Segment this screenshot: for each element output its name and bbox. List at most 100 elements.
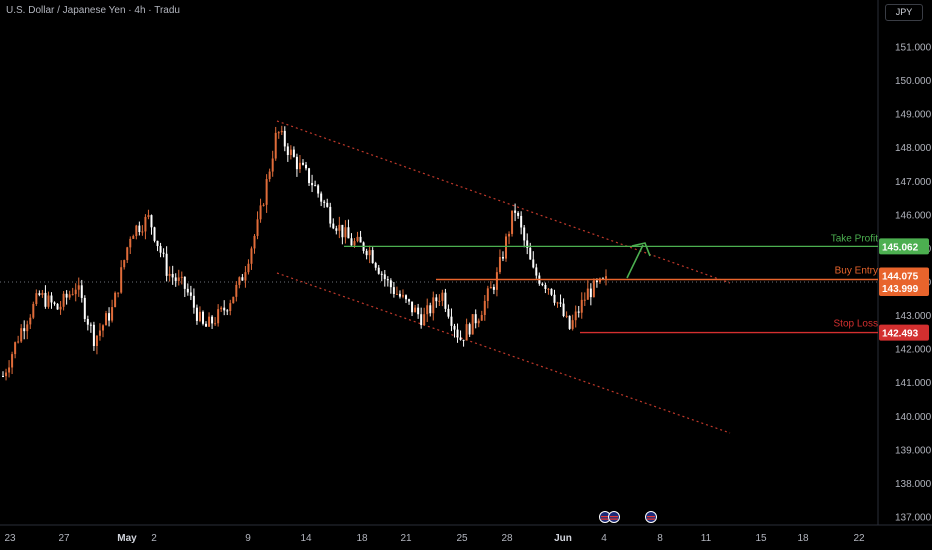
candle-body [380, 273, 383, 275]
candle-body [256, 219, 259, 236]
candle-body [120, 267, 123, 293]
candle-body [498, 256, 501, 273]
stop-loss-price-tag-text: 142.493 [882, 329, 919, 340]
candle-body [456, 329, 459, 338]
candle-body [159, 246, 162, 253]
candle-body [314, 185, 317, 187]
channel-lower-line[interactable] [276, 272, 731, 434]
y-tick-label: 146.000 [895, 210, 932, 221]
take-profit-price-tag [879, 238, 929, 255]
candle-body [153, 227, 156, 241]
candle-body [32, 304, 35, 318]
candle-body [326, 202, 329, 207]
candle-body [392, 287, 395, 294]
x-tick-label: 14 [300, 533, 312, 544]
candle-body [11, 354, 14, 368]
candle-body [414, 307, 417, 313]
candle-body [23, 328, 26, 332]
candle-body [335, 228, 338, 231]
candle-body [462, 339, 465, 341]
candle-body [162, 252, 165, 254]
candle-body [223, 307, 226, 311]
candle-body [38, 293, 41, 295]
candle-body [508, 233, 511, 237]
x-tick-label: 21 [400, 533, 412, 544]
x-tick-label: 8 [657, 533, 663, 544]
candle-body [423, 314, 426, 326]
us-event-flag-icon-stripe [601, 518, 609, 520]
candle-body [292, 149, 295, 157]
candle-body [283, 130, 286, 147]
candle-body [217, 309, 220, 324]
candle-body [244, 272, 247, 281]
candle-body [117, 292, 120, 294]
channel-upper-line[interactable] [276, 120, 731, 284]
candle-body [171, 273, 174, 278]
candle-body [229, 303, 232, 311]
candle-body [165, 253, 168, 276]
x-tick-label: 22 [853, 533, 865, 544]
candle-body [471, 314, 474, 335]
candle-body [226, 310, 229, 312]
candle-body [208, 316, 211, 327]
candle-body [571, 320, 574, 329]
us-event-flag-icon-stripe [647, 516, 655, 518]
candle-body [95, 335, 98, 346]
candle-body [453, 325, 456, 330]
currency-selector[interactable]: JPY [885, 4, 923, 21]
candle-body [201, 311, 204, 324]
candle-body [8, 367, 11, 373]
candle-body [592, 280, 595, 298]
candle-body [211, 316, 214, 324]
candle-body [553, 294, 556, 303]
x-tick-label: 28 [501, 533, 513, 544]
candle-body [389, 280, 392, 288]
candle-body [447, 308, 450, 317]
candle-body [180, 276, 183, 278]
candle-body [356, 236, 359, 242]
candle-body [459, 337, 462, 340]
candle-body [86, 318, 89, 325]
x-tick-label: 15 [755, 533, 767, 544]
candle-body [341, 224, 344, 238]
x-tick-label: 27 [58, 533, 70, 544]
x-tick-label: 4 [601, 533, 607, 544]
candle-body [62, 293, 65, 307]
candle-body [492, 286, 495, 290]
candle-body [68, 294, 71, 298]
candle-body [347, 227, 350, 239]
candle-body [435, 297, 438, 302]
y-tick-label: 140.000 [895, 412, 932, 423]
candle-body [114, 292, 117, 308]
candle-body [195, 307, 198, 321]
candle-body [486, 288, 489, 301]
candle-body [338, 224, 341, 231]
candle-body [368, 250, 371, 256]
candle-body [250, 248, 253, 264]
candle-body [377, 267, 380, 274]
x-tick-label: May [117, 533, 137, 544]
x-tick-label: 18 [797, 533, 809, 544]
candle-body [298, 162, 301, 170]
target-arrow-head-icon [631, 242, 651, 257]
candle-body [192, 295, 195, 308]
candle-body [450, 316, 453, 326]
buy-entry-label: Buy Entry [835, 265, 878, 276]
candle-body [311, 183, 314, 186]
candle-body [183, 276, 186, 289]
y-tick-label: 138.000 [895, 479, 932, 490]
candle-body [132, 235, 135, 239]
candle-body [238, 277, 241, 285]
candle-body [511, 210, 514, 234]
y-tick-label: 142.000 [895, 345, 932, 356]
x-tick-label: 11 [701, 533, 712, 544]
stop-loss-label: Stop Loss [834, 319, 878, 330]
candle-body [383, 274, 386, 280]
candle-body [56, 303, 59, 310]
candle-body [289, 149, 292, 156]
candle-body [71, 294, 74, 296]
candle-body [562, 303, 565, 317]
candle-body [541, 283, 544, 285]
candle-body [305, 164, 308, 169]
